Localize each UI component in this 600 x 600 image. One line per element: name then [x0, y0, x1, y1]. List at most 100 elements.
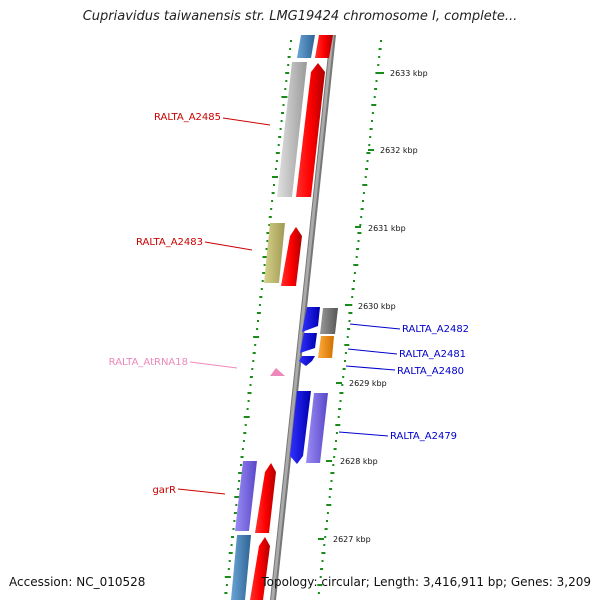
gc-dot: [224, 576, 231, 578]
gc-dot: [369, 136, 372, 138]
gc-dot: [351, 296, 354, 298]
gc-dot: [240, 464, 242, 466]
gc-dot: [320, 568, 324, 570]
gc-dot: [275, 152, 280, 154]
gc-dot: [317, 584, 323, 586]
reverse-features[interactable]: [290, 307, 338, 464]
gc-dot: [341, 384, 344, 386]
gene-ralta-atrna18[interactable]: [270, 368, 285, 376]
gc-dot: [317, 592, 320, 594]
gene-ralta-a2485[interactable]: [277, 62, 307, 197]
svg-text:2630 kbp: 2630 kbp: [358, 302, 396, 311]
gene-steel-bottom[interactable]: [231, 535, 251, 600]
gene-ralta-a2483[interactable]: [264, 223, 285, 283]
gene-red-bottom[interactable]: [250, 537, 270, 600]
gc-dot: [285, 80, 288, 82]
gc-dot: [353, 272, 356, 274]
tick-2633: 2633 kbp: [378, 69, 428, 78]
gene-red-2[interactable]: [296, 63, 325, 197]
gc-dot: [359, 224, 362, 226]
gene-red-4[interactable]: [255, 463, 276, 533]
gc-track-left: [224, 40, 292, 594]
gene-labels: RALTA_A2485 RALTA_A2483 RALTA_AtRNA18 ga…: [109, 112, 469, 496]
gene-red-top[interactable]: [315, 35, 333, 58]
gc-dot: [273, 184, 275, 186]
gc-dot: [265, 248, 268, 250]
label-garr[interactable]: garR: [152, 485, 176, 496]
label-ralta-a2482[interactable]: RALTA_A2482: [402, 324, 469, 335]
gc-dot: [348, 312, 353, 314]
gc-dot: [240, 456, 244, 458]
gene-orange[interactable]: [318, 336, 334, 358]
gc-dot: [253, 336, 260, 338]
gc-dot: [249, 376, 253, 378]
label-ralta-atrna18[interactable]: RALTA_AtRNA18: [109, 357, 188, 368]
backbone: [270, 35, 336, 600]
gc-dot: [282, 104, 285, 106]
tick-2628: 2628 kbp: [326, 457, 378, 466]
gc-dot: [324, 528, 328, 530]
gene-red-3[interactable]: [281, 227, 302, 286]
gc-dot: [224, 592, 228, 594]
gc-dot: [237, 488, 240, 490]
gc-dot: [362, 192, 365, 194]
gc-dot: [335, 432, 338, 434]
label-ralta-a2480[interactable]: RALTA_A2480: [397, 366, 464, 377]
gc-dot: [249, 384, 252, 386]
gc-dot: [360, 208, 364, 210]
gc-dot: [323, 544, 326, 546]
gene-steel-top[interactable]: [297, 35, 315, 58]
gc-dot: [252, 352, 256, 354]
label-ralta-a2483[interactable]: RALTA_A2483: [136, 237, 203, 248]
label-ralta-a2481[interactable]: RALTA_A2481: [399, 349, 466, 360]
gc-dot: [242, 440, 245, 442]
gc-dot: [344, 344, 350, 346]
gc-dot: [353, 264, 359, 266]
gc-dot: [285, 72, 290, 74]
gc-dot: [356, 248, 360, 250]
gc-dot: [246, 408, 249, 410]
gc-dot: [251, 368, 254, 370]
gene-ralta-a2479[interactable]: [290, 391, 311, 464]
gene-ralta-a2480[interactable]: [299, 356, 315, 366]
gc-dot: [332, 464, 335, 466]
gc-dot: [284, 88, 287, 90]
gc-dot: [228, 560, 231, 562]
gc-dot: [321, 560, 324, 562]
gc-dot: [350, 304, 353, 306]
gene-ralta-a2481[interactable]: [300, 333, 317, 353]
tick-2627: 2627 kbp: [318, 535, 371, 544]
gene-ralta-a2482[interactable]: [302, 307, 320, 332]
gene-garr[interactable]: [235, 461, 257, 531]
gc-dot: [228, 552, 233, 554]
accession-text: Accession: NC_010528: [9, 575, 146, 589]
gc-dot: [266, 232, 271, 234]
gc-dot: [369, 128, 373, 130]
gc-dot: [337, 416, 340, 418]
svg-text:2633 kbp: 2633 kbp: [390, 69, 428, 78]
gc-dot: [268, 216, 272, 218]
label-ralta-a2485[interactable]: RALTA_A2485: [154, 112, 221, 123]
gc-dot: [261, 280, 264, 282]
gc-dot: [326, 520, 328, 522]
gc-dot: [287, 56, 291, 58]
gc-dot: [355, 256, 358, 258]
gc-dot: [362, 184, 368, 186]
gene-purple-right[interactable]: [306, 393, 328, 463]
gc-dot: [329, 488, 333, 490]
map-title: Cupriavidus taiwanensis str. LMG19424 ch…: [82, 9, 518, 24]
svg-text:2632 kbp: 2632 kbp: [380, 146, 418, 155]
gc-dot: [366, 160, 369, 162]
gc-dot: [362, 200, 364, 202]
gc-dot: [262, 256, 269, 258]
label-ralta-a2479[interactable]: RALTA_A2479: [390, 431, 457, 442]
gene-features[interactable]: [231, 35, 333, 600]
gc-dot: [344, 360, 346, 362]
gc-dot: [254, 344, 257, 346]
genome-stats: Topology: circular; Length: 3,416,911 bp…: [261, 575, 591, 589]
gc-dot: [374, 88, 378, 90]
gene-gray[interactable]: [320, 308, 338, 334]
gc-dot: [281, 112, 284, 114]
tick-2632: 2632 kbp: [368, 146, 418, 155]
